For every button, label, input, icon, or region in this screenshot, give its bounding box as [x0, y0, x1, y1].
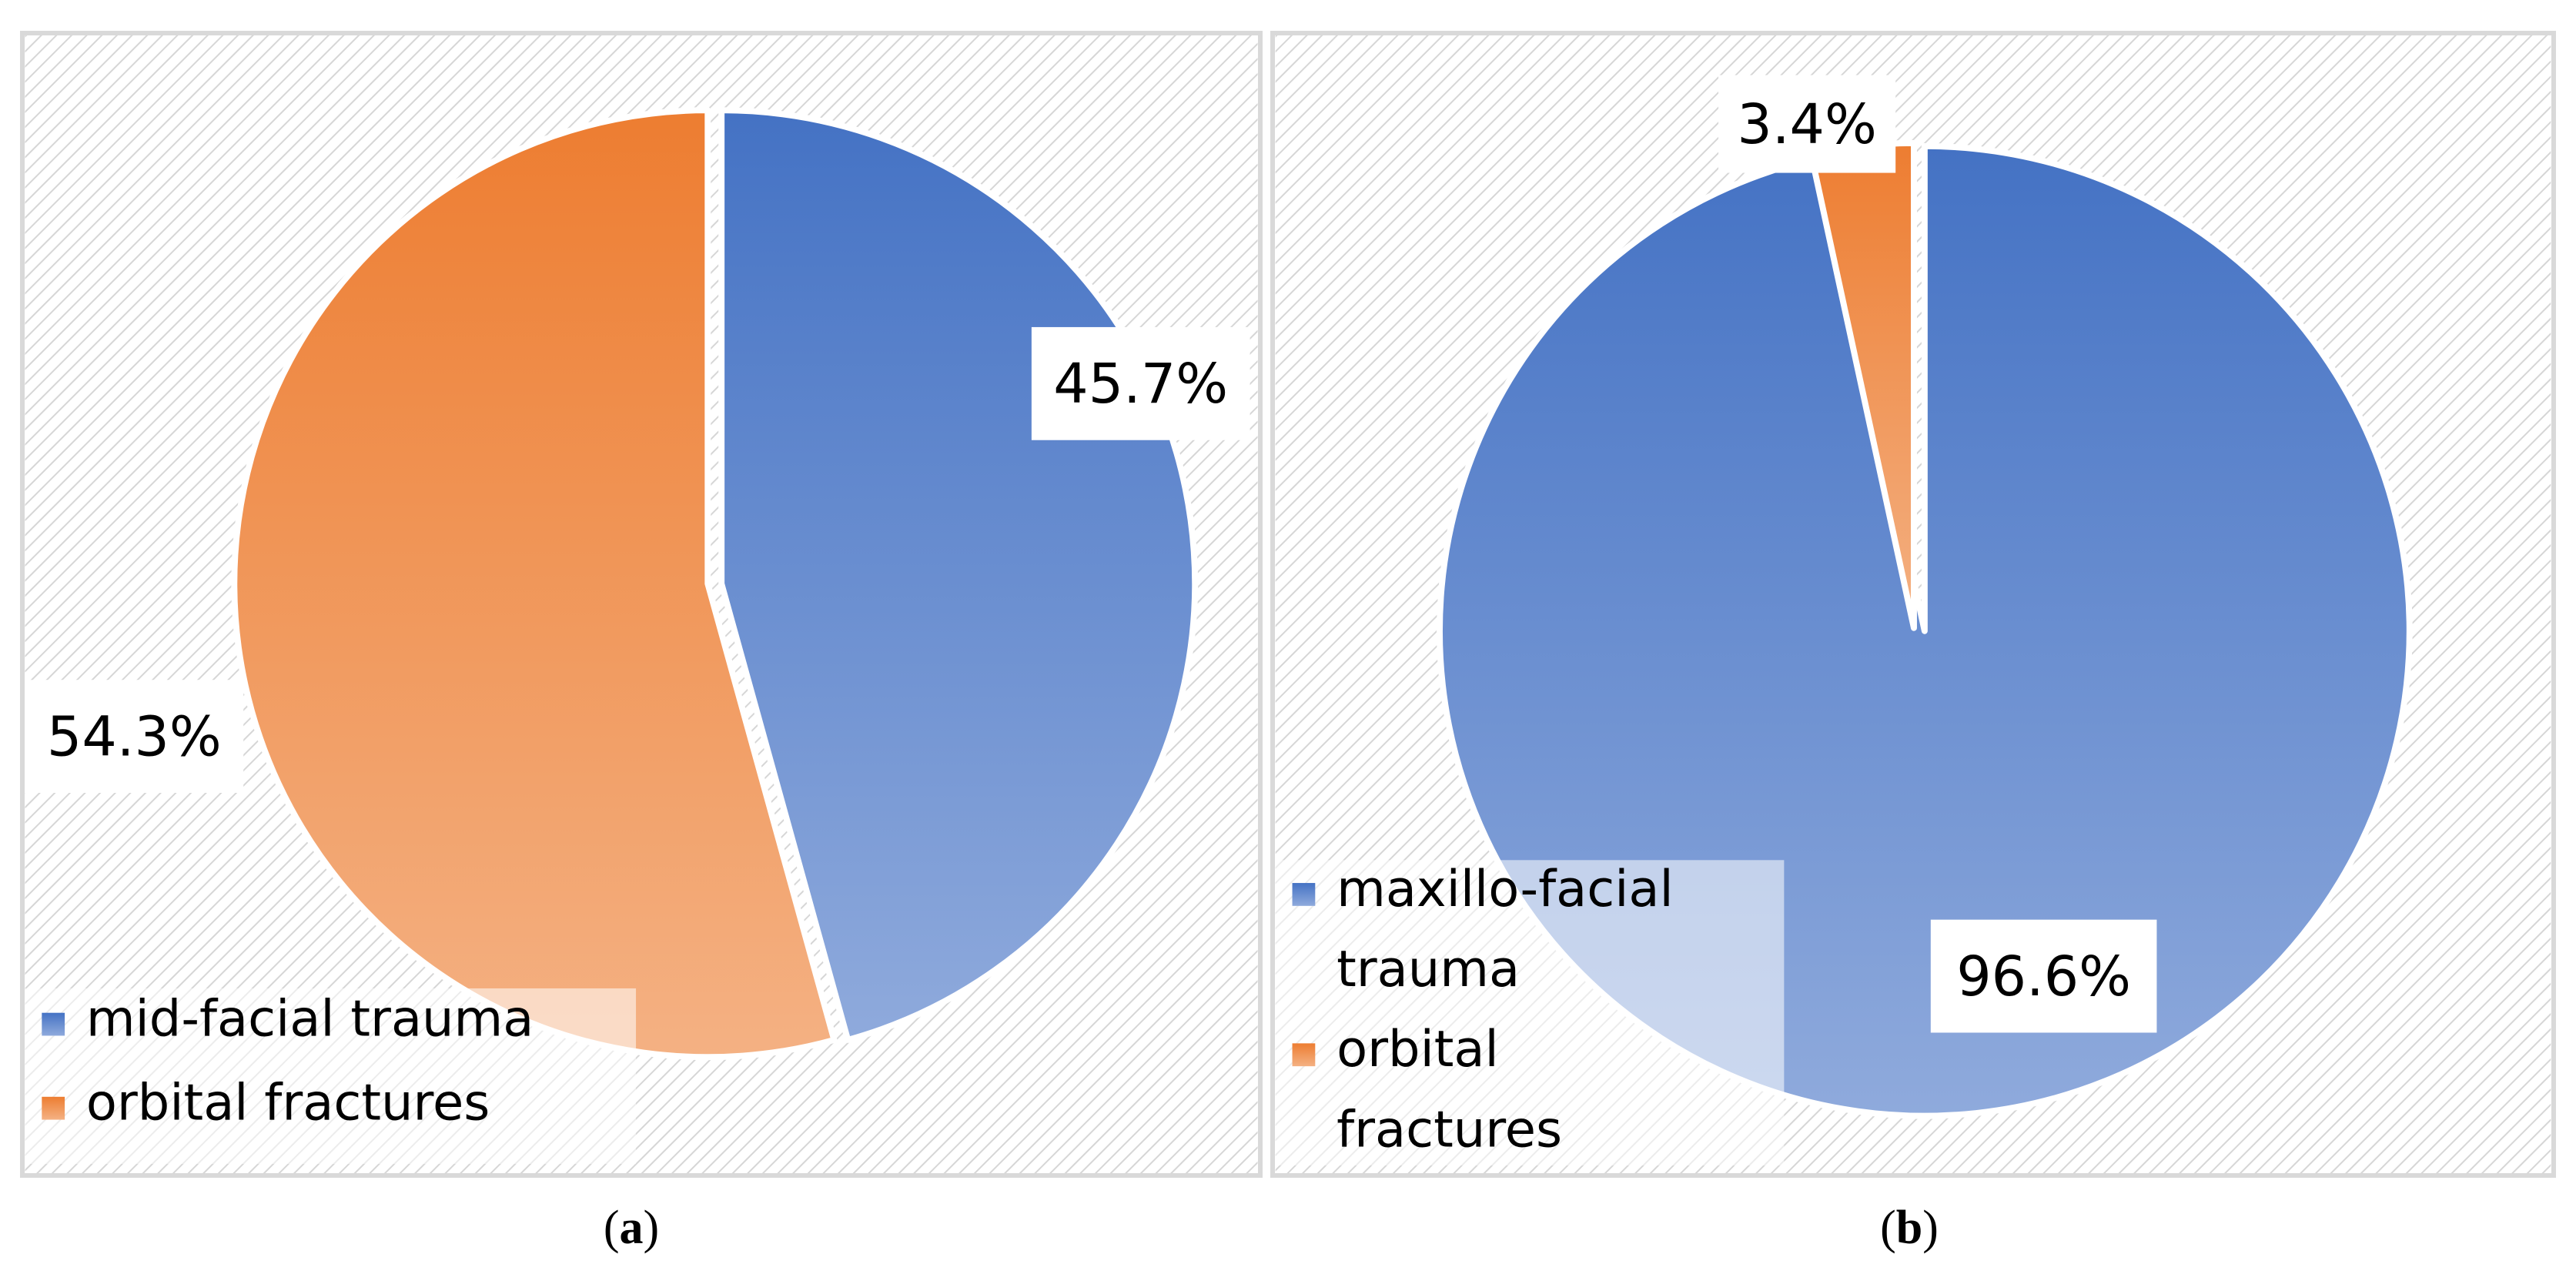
data-label-box-0 [1930, 919, 2157, 1033]
legend-swatch-1 [42, 1096, 65, 1120]
pie-chart-a: 45.7% 54.3% mid-facial trauma orbital fract… [25, 35, 1258, 1173]
legend-swatch-0 [1292, 883, 1316, 906]
data-label-0: 96.6% [1956, 945, 2131, 1008]
legend-entry-0: trauma [1337, 940, 1520, 998]
legend-entry-0: mid-facial trauma [86, 989, 534, 1048]
data-label-box-1 [1718, 75, 1896, 173]
legend-entry-0: maxillo-facial [1337, 860, 1674, 918]
chart-panel-b: 96.6% 3.4% maxillo-facial trauma orbital frac… [1270, 31, 2556, 1178]
data-label-1: 3.4% [1737, 92, 1876, 156]
data-label-box-0 [1031, 326, 1250, 440]
caption-a: (a) [603, 1202, 660, 1254]
caption-b: (b) [1880, 1202, 1939, 1254]
pie-chart-b: 96.6% 3.4% maxillo-facial trauma orbital frac… [1275, 35, 2551, 1173]
legend-entry-1: orbital fractures [86, 1074, 490, 1132]
legend-swatch-1 [1292, 1043, 1316, 1067]
legend-background [1275, 860, 1785, 1166]
legend-background [25, 988, 637, 1165]
data-label-0: 45.7% [1053, 352, 1228, 416]
legend-entry-1: orbital [1337, 1020, 1499, 1078]
chart-panel-a: 45.7% 54.3% mid-facial trauma orbital fract… [20, 31, 1263, 1178]
data-label-box-1 [25, 680, 244, 794]
legend-entry-1: fractures [1337, 1100, 1562, 1159]
data-label-1: 54.3% [47, 704, 222, 768]
legend-swatch-0 [42, 1012, 65, 1036]
